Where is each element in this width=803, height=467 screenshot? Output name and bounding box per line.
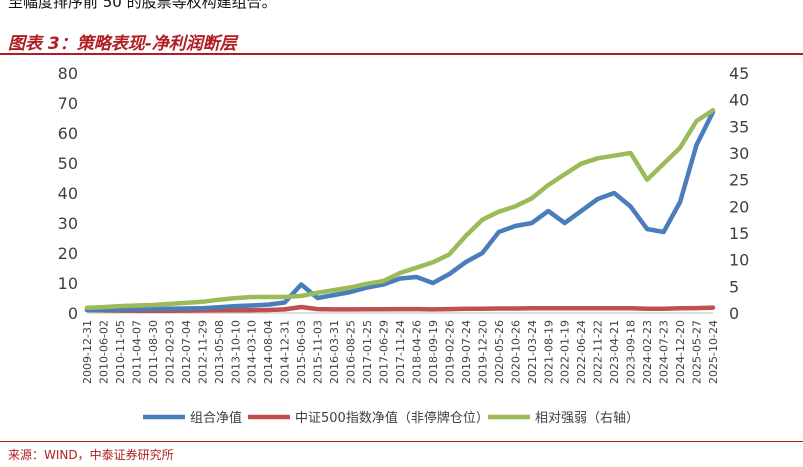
x-tick-label: 2012-02-03 <box>163 320 176 384</box>
y-left-tick-label: 0 <box>68 304 78 323</box>
legend-label-2: 相对强弱（右轴） <box>535 411 639 426</box>
x-tick-label: 2012-11-29 <box>196 320 209 384</box>
x-tick-label: 2017-06-29 <box>378 320 391 384</box>
figure-title: 图表 3：策略表现-净利润断层 <box>8 34 237 54</box>
y-left-tick-label: 20 <box>58 244 78 263</box>
title-rule <box>0 53 803 55</box>
y-right-tick-label: 5 <box>729 277 739 296</box>
x-tick-label: 2014-08-04 <box>262 320 275 384</box>
x-tick-label: 2010-06-02 <box>97 320 110 384</box>
y-right-tick-label: 0 <box>729 304 739 323</box>
y-right-tick-label: 25 <box>729 171 749 190</box>
x-tick-label: 2009-12-31 <box>81 320 94 384</box>
x-tick-label: 2016-03-31 <box>328 320 341 384</box>
y-right-tick-label: 20 <box>729 197 749 216</box>
x-tick-label: 2022-06-24 <box>575 320 588 384</box>
y-right-tick-label: 40 <box>729 91 749 110</box>
legend-label-1: 中证500指数净值（非停牌仓位） <box>295 410 489 426</box>
x-tick-label: 2024-07-23 <box>658 320 671 384</box>
x-tick-label: 2016-08-25 <box>345 320 358 384</box>
series-line-0 <box>84 109 716 313</box>
x-tick-label: 2021-03-24 <box>526 320 539 384</box>
y-right-tick-label: 35 <box>729 117 749 136</box>
x-tick-label: 2017-11-24 <box>394 320 407 384</box>
header-snippet: 至幅度排序前 50 的股票等权构建组合。 <box>8 0 277 11</box>
x-tick-label: 2019-02-26 <box>443 320 456 384</box>
x-tick-label: 2023-09-18 <box>625 320 638 384</box>
y-left-tick-label: 80 <box>58 64 78 83</box>
x-tick-label: 2012-07-04 <box>180 320 193 384</box>
x-tick-label: 2013-05-08 <box>213 320 226 384</box>
y-right-tick-label: 30 <box>729 144 749 163</box>
x-tick-label: 2019-07-24 <box>460 320 473 384</box>
chart: 0 10 20 30 40 50 60 70 80 0 5 10 15 20 25 30 35 40 45 2009-… <box>58 64 750 426</box>
y-left-tick-label: 10 <box>58 274 78 293</box>
x-tick-label: 2025-05-27 <box>691 320 704 384</box>
x-tick-label: 2024-12-20 <box>674 320 687 384</box>
x-tick-label: 2020-10-26 <box>509 320 522 384</box>
x-tick-label: 2022-01-19 <box>559 320 572 384</box>
y-left-tick-label: 30 <box>58 214 78 233</box>
y-left-tick-label: 60 <box>58 124 78 143</box>
x-tick-label: 2014-12-31 <box>279 320 292 384</box>
x-tick-label: 2019-12-20 <box>476 320 489 384</box>
y-right-tick-label: 10 <box>729 251 749 270</box>
x-tick-label: 2010-11-05 <box>114 320 127 384</box>
x-tick-label: 2024-02-23 <box>641 320 654 384</box>
x-tick-label: 2018-09-19 <box>427 320 440 384</box>
series-line-2 <box>84 108 716 310</box>
y-right-tick-label: 15 <box>729 224 749 243</box>
x-tick-label: 2022-11-22 <box>592 320 605 384</box>
x-tick-label: 2011-08-30 <box>147 320 160 384</box>
x-tick-label: 2011-04-07 <box>130 320 143 384</box>
source-rule <box>0 441 803 442</box>
y-left-tick-label: 40 <box>58 184 78 203</box>
x-tick-label: 2014-03-10 <box>246 320 259 384</box>
x-tick-label: 2020-05-26 <box>493 320 506 384</box>
source-note: 来源：WIND，中泰证券研究所 <box>8 448 174 462</box>
y-left-tick-label: 50 <box>58 154 78 173</box>
x-tick-label: 2025-10-24 <box>707 320 720 384</box>
x-tick-label: 2018-04-26 <box>410 320 423 384</box>
x-tick-label: 2021-08-19 <box>542 320 555 384</box>
y-right-tick-label: 45 <box>729 64 749 83</box>
x-tick-label: 2017-01-25 <box>361 320 374 384</box>
x-tick-label: 2023-04-21 <box>608 320 621 384</box>
x-tick-label: 2013-10-10 <box>229 320 242 384</box>
x-tick-label: 2015-11-03 <box>312 320 325 384</box>
legend-label-0: 组合净值 <box>190 410 242 426</box>
x-tick-label: 2015-06-03 <box>295 320 308 384</box>
y-left-tick-label: 70 <box>58 94 78 113</box>
